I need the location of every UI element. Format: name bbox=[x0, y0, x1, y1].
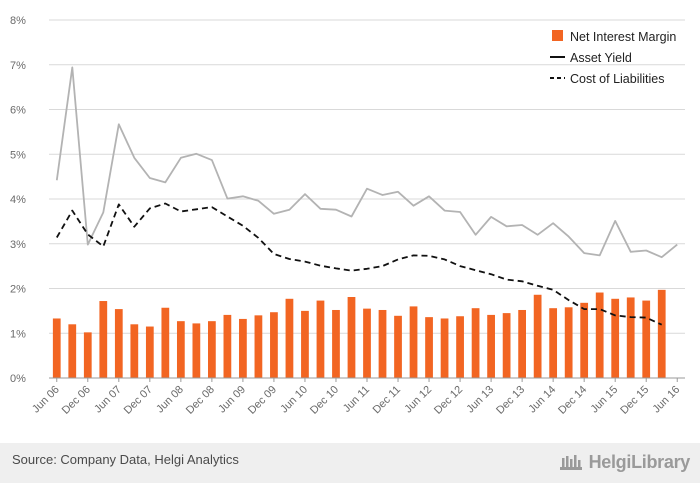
nim-bar bbox=[254, 315, 263, 378]
nim-bar bbox=[642, 300, 651, 378]
nim-bar bbox=[208, 321, 216, 378]
y-axis-tick-labels: 0% 1% 2% 3% 4% 5% 6% 7% 8% bbox=[10, 15, 26, 385]
nim-bar bbox=[145, 326, 154, 378]
x-tick-label: Dec 06 bbox=[60, 384, 93, 417]
brand-name: HelgiLibrary bbox=[588, 451, 691, 472]
x-tick-label: Dec 12 bbox=[432, 384, 465, 417]
nim-bar bbox=[502, 313, 511, 378]
x-tick-label: Dec 11 bbox=[371, 384, 404, 417]
nim-bar bbox=[611, 298, 620, 378]
nim-bar bbox=[471, 308, 480, 378]
nim-bar bbox=[192, 323, 201, 378]
nim-bar bbox=[378, 309, 387, 378]
y-tick-label: 2% bbox=[10, 284, 26, 296]
x-axis bbox=[49, 377, 685, 382]
legend: Net Interest Margin Asset Yield Cost of Li… bbox=[550, 30, 676, 86]
y-tick-label: 5% bbox=[10, 149, 26, 161]
nim-bar bbox=[301, 310, 309, 378]
nim-bar bbox=[52, 318, 61, 378]
nim-bar bbox=[657, 289, 666, 378]
x-tick-label: Jun 13 bbox=[464, 384, 496, 416]
x-tick-label: Dec 15 bbox=[618, 384, 651, 417]
nim-bar bbox=[176, 321, 185, 378]
nim-bar bbox=[425, 317, 433, 378]
nim-bar bbox=[518, 309, 526, 378]
nim-bar bbox=[549, 308, 558, 378]
x-tick-label: Jun 07 bbox=[92, 384, 124, 416]
nim-bar bbox=[363, 308, 371, 378]
nim-bar bbox=[564, 307, 573, 378]
legend-label: Cost of Liabilities bbox=[570, 72, 665, 86]
nim-bar bbox=[595, 292, 604, 378]
x-tick-label: Jun 11 bbox=[341, 384, 372, 415]
line-series bbox=[55, 66, 678, 326]
legend-label: Net Interest Margin bbox=[570, 30, 676, 44]
nim-bar bbox=[580, 302, 589, 378]
x-tick-label: Dec 08 bbox=[184, 384, 217, 417]
nim-bar bbox=[394, 315, 402, 378]
source-note: Source: Company Data, Helgi Analytics bbox=[12, 452, 239, 467]
nim-bar bbox=[332, 309, 340, 378]
nim-bar bbox=[347, 297, 356, 378]
library-icon bbox=[559, 455, 582, 470]
nim-bar bbox=[83, 332, 92, 378]
nim-bar bbox=[239, 318, 247, 378]
nim-bar bbox=[409, 306, 418, 378]
asset-yield-line bbox=[55, 66, 678, 259]
nim-bar bbox=[533, 294, 542, 378]
nim-bar bbox=[161, 307, 170, 378]
cost-of-liabilities-line bbox=[56, 202, 663, 326]
y-tick-label: 7% bbox=[10, 60, 26, 72]
y-tick-label: 1% bbox=[10, 328, 26, 340]
y-tick-label: 3% bbox=[10, 239, 26, 251]
nim-bar bbox=[440, 318, 449, 378]
footer: Source: Company Data, Helgi Analytics He… bbox=[0, 443, 700, 483]
y-tick-label: 6% bbox=[10, 105, 26, 117]
x-tick-label: Dec 14 bbox=[556, 384, 589, 417]
x-tick-label: Jun 10 bbox=[278, 384, 310, 416]
y-tick-label: 4% bbox=[10, 194, 26, 206]
y-tick-label: 8% bbox=[10, 15, 26, 27]
legend-swatch-bar bbox=[552, 30, 563, 41]
nim-bar bbox=[316, 300, 325, 378]
x-tick-label: Jun 15 bbox=[588, 384, 620, 416]
x-tick-label: Jun 08 bbox=[154, 384, 186, 416]
nim-bar bbox=[456, 316, 464, 378]
x-tick-label: Jun 12 bbox=[402, 384, 434, 416]
brand-logo: HelgiLibrary bbox=[559, 449, 690, 475]
nim-bar bbox=[99, 301, 108, 378]
grid-lines bbox=[49, 19, 685, 334]
nim-bar bbox=[626, 297, 635, 378]
x-tick-label: Jun 16 bbox=[651, 384, 683, 416]
y-tick-label: 0% bbox=[10, 373, 26, 385]
nim-bar bbox=[270, 312, 278, 378]
nim-bar bbox=[114, 309, 123, 378]
x-tick-label: Jun 09 bbox=[216, 384, 248, 416]
nim-bar bbox=[285, 298, 294, 378]
nim-bar bbox=[487, 314, 495, 378]
x-tick-label: Dec 13 bbox=[494, 384, 527, 417]
x-tick-label: Jun 14 bbox=[526, 384, 558, 416]
x-tick-label: Dec 09 bbox=[246, 384, 279, 417]
x-tick-label: Dec 10 bbox=[308, 384, 341, 417]
net-interest-margin-bars bbox=[52, 289, 666, 378]
x-tick-label: Dec 07 bbox=[122, 384, 155, 417]
nim-bar bbox=[130, 324, 139, 378]
x-tick-label: Jun 06 bbox=[30, 384, 62, 416]
nim-bar bbox=[223, 314, 232, 378]
nim-bar bbox=[68, 324, 77, 378]
legend-label: Asset Yield bbox=[570, 51, 632, 65]
